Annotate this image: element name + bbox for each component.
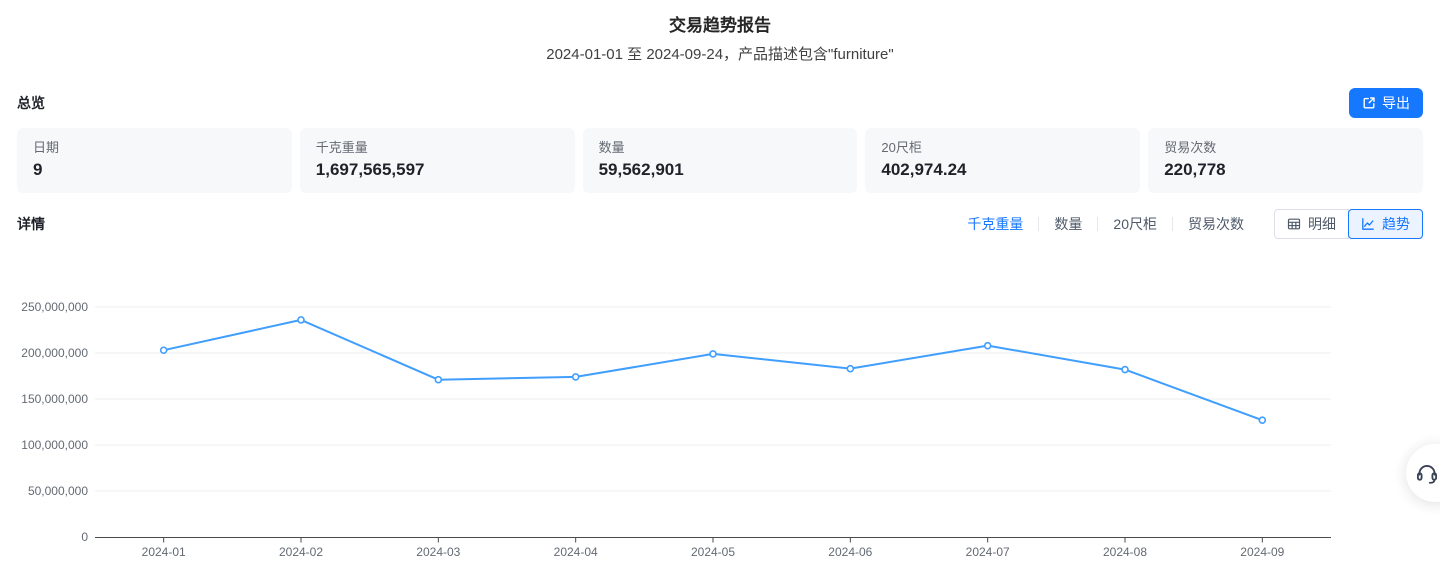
stat-cards: 日期 9 千克重量 1,697,565,597 数量 59,562,901 20… [17,128,1423,193]
x-axis-label: 2024-04 [554,545,598,559]
stat-card-label: 20尺柜 [881,140,922,155]
stat-card-value: 1,697,565,597 [315,160,425,179]
data-point [159,346,168,355]
data-point [571,373,580,381]
data-point [1121,365,1129,374]
trend-line [162,318,1264,422]
x-axis-label: 2024-02 [279,545,323,559]
stat-card-kg-weight: 千克重量 1,697,565,597 [299,128,575,193]
view-trend-label: 趋势 [1382,216,1410,232]
x-axis-label: 2024-06 [828,545,872,559]
metric-tab-teu[interactable]: 20尺柜 [1113,216,1157,232]
details-controls: 千克重量 数量 20尺柜 贸易次数 明细 [967,209,1423,239]
stat-card-label: 数量 [598,140,625,155]
line-chart-icon [1361,217,1375,231]
headset-icon [1416,460,1440,486]
x-axis-label: 2024-03 [416,545,460,559]
table-icon [1287,217,1301,231]
stat-card-label: 贸易次数 [1164,140,1217,155]
details-heading: 详情 [17,216,45,232]
y-axis-label: 200,000,000 [21,346,88,360]
x-axis-label: 2024-07 [966,545,1010,559]
view-toggle-group: 明细 趋势 [1274,209,1423,239]
data-point [846,364,855,373]
export-icon [1362,96,1376,110]
stat-card-trade-count: 贸易次数 220,778 [1148,128,1423,193]
x-axis-label: 2024-05 [691,545,735,559]
view-trend-button[interactable]: 趋势 [1348,209,1423,239]
metric-tabs: 千克重量 数量 20尺柜 贸易次数 [967,214,1244,234]
data-point [709,350,717,358]
details-row: 详情 千克重量 数量 20尺柜 贸易次数 [17,209,1423,239]
overview-row: 总览 导出 [17,88,1423,118]
tab-divider [1097,217,1099,231]
tab-divider [1172,217,1173,231]
stat-card-value: 220,778 [1164,160,1226,179]
export-button[interactable]: 导出 [1349,88,1423,118]
metric-tab-trade-count[interactable]: 贸易次数 [1188,216,1244,232]
overview-heading: 总览 [17,95,45,111]
stat-card-label: 日期 [33,140,60,155]
data-point [434,375,443,384]
stat-card-date: 日期 9 [17,128,292,193]
y-axis-label: 50,000,000 [28,484,88,498]
view-detail-button[interactable]: 明细 [1274,209,1349,239]
y-axis-label: 150,000,000 [21,392,88,406]
stat-card-value: 9 [33,160,43,179]
report-header: 交易趋势报告 2024-01-01 至 2024-09-24，产品描述包含"fu… [0,0,1440,64]
tab-divider [1038,217,1040,231]
report-subtitle: 2024-01-01 至 2024-09-24，产品描述包含"furniture… [546,46,894,63]
export-button-label: 导出 [1382,95,1410,111]
stat-card-label: 千克重量 [315,140,368,155]
data-point [1258,416,1267,424]
metric-tab-quantity[interactable]: 数量 [1054,216,1083,232]
stat-card-value: 59,562,901 [598,160,684,179]
stat-card-value: 402,974.24 [881,160,967,179]
data-point [297,316,305,324]
data-point [983,341,992,350]
trend-line-chart: 0 50,000,000 100,000,000 150,000,000 200,000… [21,300,1331,559]
metric-tab-kg-weight[interactable]: 千克重量 [967,216,1024,232]
y-axis-label: 0 [81,530,88,544]
page-title: 交易趋势报告 [669,16,771,35]
view-detail-label: 明细 [1308,216,1336,232]
x-axis-label: 2024-09 [1240,545,1284,559]
stat-card-teu: 20尺柜 402,974.24 [865,128,1141,193]
x-axis-label: 2024-01 [142,545,186,559]
x-axis-label: 2024-08 [1103,545,1147,559]
stat-card-quantity: 数量 59,562,901 [582,128,858,193]
y-axis-label: 250,000,000 [21,300,88,314]
y-axis-label: 100,000,000 [21,438,88,452]
